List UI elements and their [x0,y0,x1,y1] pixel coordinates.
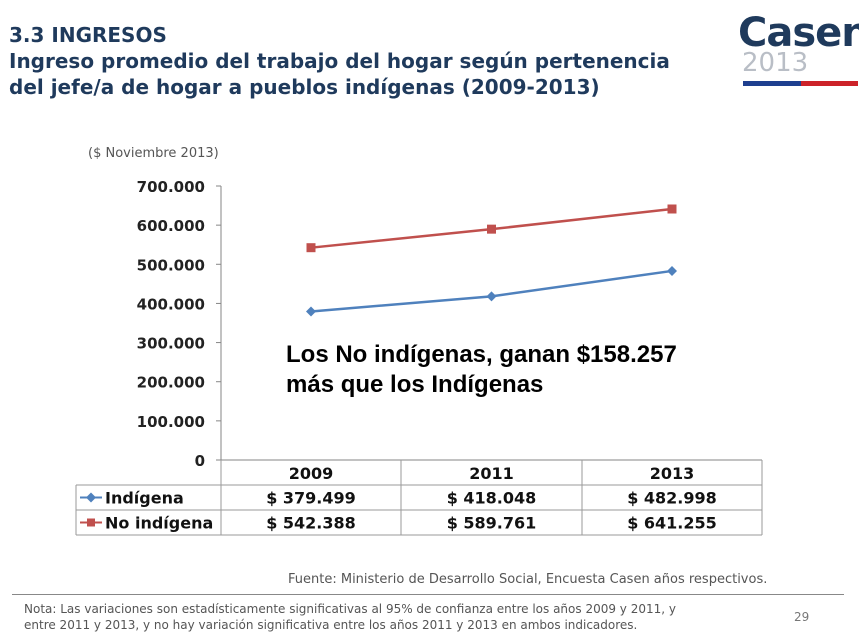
data-point-square [667,204,677,214]
category-label: 2011 [469,464,514,483]
data-point-square [487,224,496,234]
subtitle-line-1: Ingreso promedio del trabajo del hogar s… [9,49,670,73]
logo-bar-red [801,81,858,86]
category-label: 2009 [289,464,334,483]
y-tick-label: 400.000 [137,295,205,313]
data-point-diamond [306,306,316,317]
casen-logo: Casen 2013 [738,8,859,92]
legend-label: No indígena [105,514,213,533]
y-tick-label: 300.000 [137,335,205,353]
unit-label: ($ Noviembre 2013) [88,146,219,161]
y-tick-label: 500.000 [137,256,205,274]
subtitle-line-2: del jefe/a de hogar a pueblos indígenas … [9,75,600,99]
legend-diamond-marker [86,492,96,503]
section-heading: 3.3 INGRESOS [9,23,167,47]
logo-word: Casen [738,10,859,56]
footnote: Nota: Las variaciones son estadísticamen… [24,602,676,616]
footnote-continuation: entre 2011 y 2013, y no hay variación si… [24,618,638,632]
data-value-label: $ 482.998 [627,489,717,508]
source-note: Fuente: Ministerio de Desarrollo Social,… [288,572,768,587]
y-axis: 0 100.000 200.000 300.000 400.000 500.000 600.… [137,178,222,470]
slide-title: 3.3 INGRESOS Ingreso promedio del trabaj… [9,22,729,100]
y-tick-label: 200.000 [137,374,205,392]
callout-text: Los No indígenas, ganan $158.257 más que… [286,340,756,400]
legend-square-marker [87,518,95,527]
series-line [310,269,673,313]
data-point-diamond [667,265,677,276]
legend-label: Indígena [105,489,184,508]
category-label: 2013 [650,464,695,483]
y-tick-label: 600.000 [137,217,205,235]
y-tick-label: 0 [195,452,205,470]
page-number: 29 [794,610,810,624]
footer-divider [12,594,844,595]
y-tick-label: 700.000 [137,178,205,196]
logo-bar-blue [743,81,801,86]
data-value-label: $ 542.388 [266,514,356,533]
data-value-label: $ 641.255 [627,514,717,533]
data-value-label: $ 418.048 [447,489,537,508]
data-table: 2009 2011 2013 Indígena $ 379.499 $ 418.048 $ … [75,459,763,536]
y-tick-label: 100.000 [137,413,205,431]
callout-line-1: Los No indígenas, ganan $158.257 [286,341,677,368]
data-value-label: $ 589.761 [447,514,537,533]
data-point-diamond [486,291,497,302]
logo-year: 2013 [742,48,809,78]
data-value-label: $ 379.499 [266,489,356,508]
data-point-square [306,243,316,253]
series-group [306,204,677,317]
callout-line-2: más que los Indígenas [286,371,544,398]
